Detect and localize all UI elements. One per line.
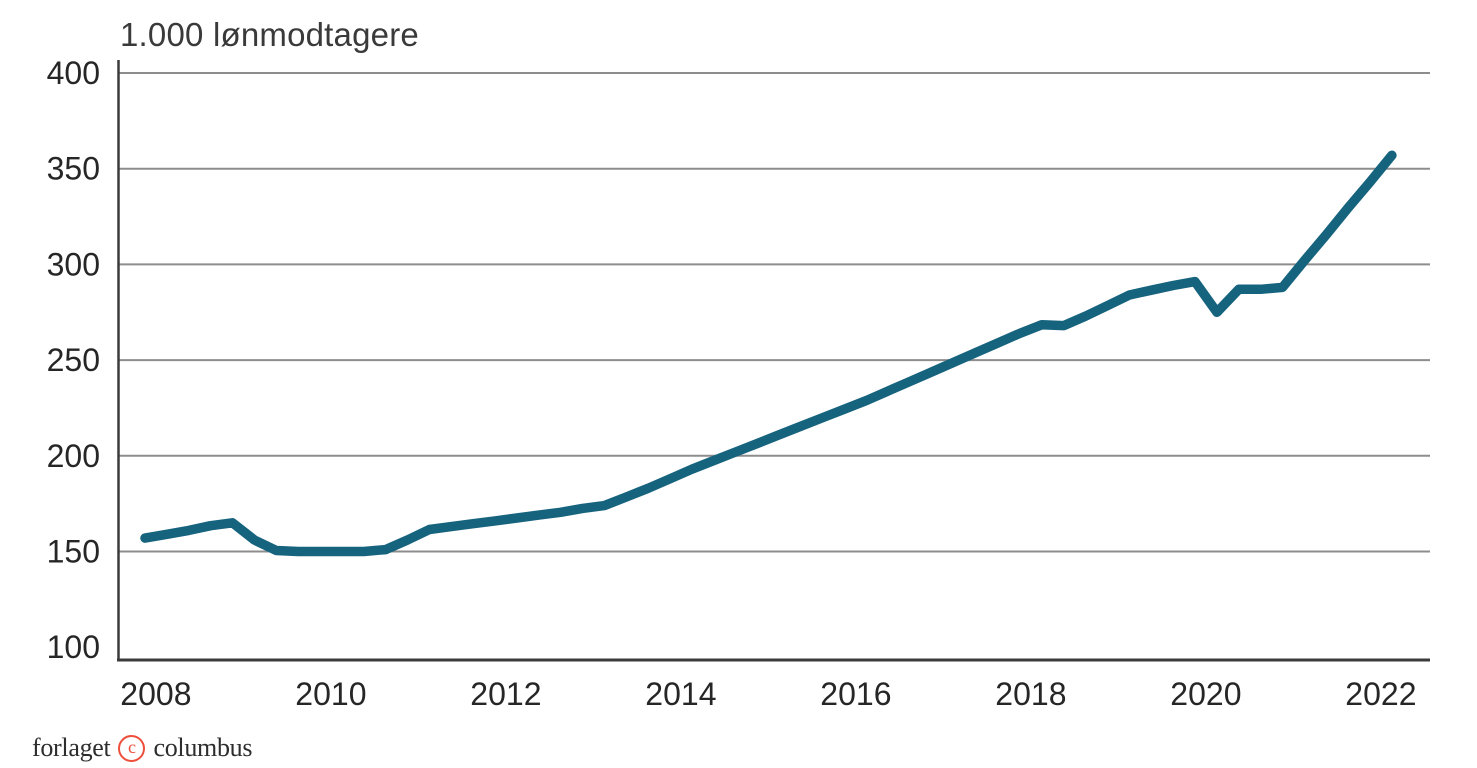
y-tick-label: 200 (47, 438, 100, 474)
y-tick-label: 150 (47, 534, 100, 570)
data-line (140, 150, 1397, 557)
logo-word-forlaget: forlaget (32, 733, 111, 762)
chart-title: 1.000 lønmodtagere (120, 16, 419, 53)
x-tick-label: 2016 (820, 676, 891, 712)
y-tick-label: 400 (47, 55, 100, 91)
y-tick-label: 350 (47, 151, 100, 187)
copyright-c-letter: c (127, 737, 136, 757)
y-tick-label: 100 (47, 629, 100, 665)
y-tick-label: 250 (47, 342, 100, 378)
logo-word-columbus: columbus (153, 733, 253, 762)
x-tick-label: 2022 (1345, 676, 1416, 712)
x-tick-label: 2008 (120, 676, 191, 712)
x-tick-label: 2020 (1170, 676, 1241, 712)
y-tick-label: 300 (47, 246, 100, 282)
x-tick-label: 2012 (470, 676, 541, 712)
x-tick-label: 2014 (645, 676, 716, 712)
copyright-c-icon: c (118, 734, 146, 762)
x-tick-label: 2010 (295, 676, 366, 712)
x-tick-label: 2018 (995, 676, 1066, 712)
publisher-logo: forlaget c columbus (32, 733, 252, 763)
